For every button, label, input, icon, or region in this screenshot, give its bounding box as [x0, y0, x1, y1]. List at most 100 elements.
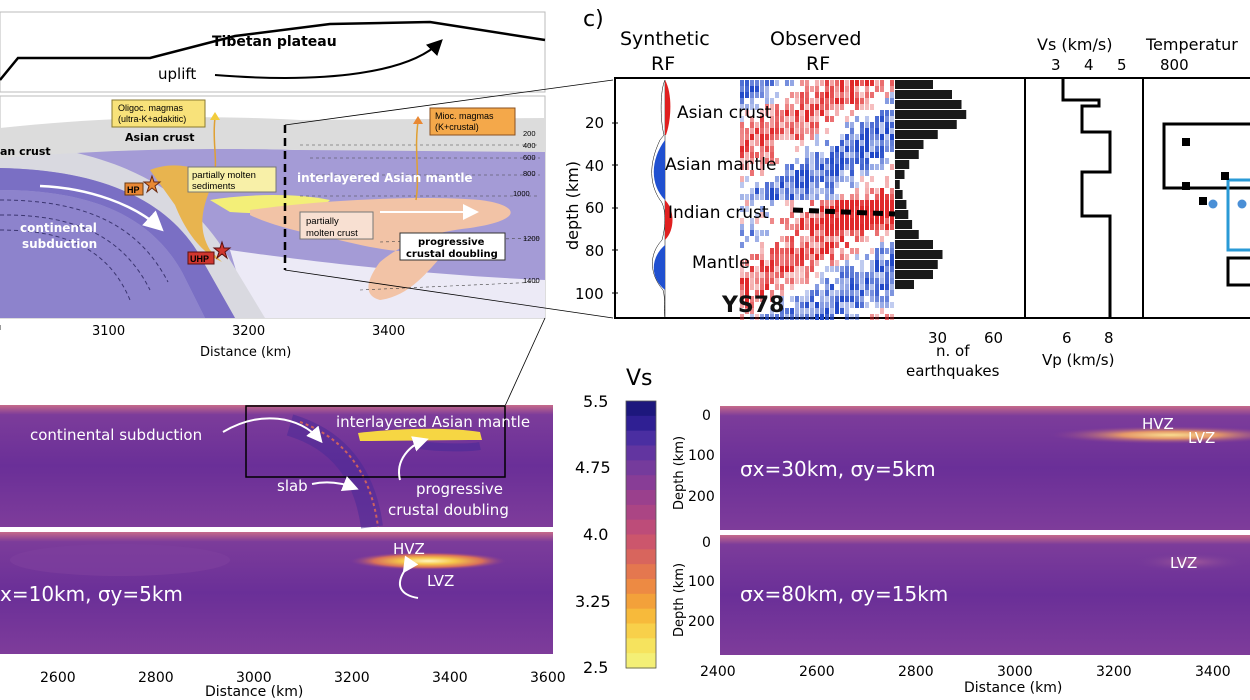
hvz-anomaly	[350, 552, 506, 570]
rf-cell	[830, 248, 834, 254]
rf-cell	[805, 116, 809, 122]
rf-cell	[850, 212, 854, 218]
rf-cell	[885, 224, 889, 230]
rf-cell	[865, 194, 869, 200]
rf-cell	[845, 98, 849, 104]
rf-cell	[840, 194, 844, 200]
rf-cell	[745, 290, 749, 296]
rf-cell	[750, 170, 754, 176]
rf-cell	[750, 80, 754, 86]
rf-cell	[890, 254, 894, 260]
rf-cell	[800, 266, 804, 272]
rf-cell	[740, 86, 744, 92]
rf-cell	[890, 242, 894, 248]
histogram-bar	[895, 130, 938, 139]
panel-letter: c)	[583, 7, 604, 32]
rf-cell	[845, 296, 849, 302]
rf-cell	[855, 272, 859, 278]
rf-cell	[815, 158, 819, 164]
annotation-lvz: LVZ	[1188, 429, 1215, 447]
rf-cell	[740, 134, 744, 140]
rf-cell	[770, 308, 774, 314]
rf-cell	[880, 266, 884, 272]
rf-cell	[865, 80, 869, 86]
rf-cell	[740, 92, 744, 98]
rf-cell	[830, 302, 834, 308]
rf-cell	[760, 206, 764, 212]
rf-cell	[820, 254, 824, 260]
rf-cell	[760, 242, 764, 248]
rf-cell	[740, 128, 744, 134]
rf-cell	[890, 206, 894, 212]
rf-cell	[865, 290, 869, 296]
rf-cell	[855, 314, 859, 320]
rf-cell	[740, 116, 744, 122]
rf-cell	[745, 236, 749, 242]
rf-cell	[840, 158, 844, 164]
rf-cell	[835, 146, 839, 152]
rf-cell	[850, 224, 854, 230]
colorbar-swatch	[626, 623, 656, 639]
rf-cell	[815, 248, 819, 254]
rf-cell	[850, 230, 854, 236]
rf-cell	[790, 272, 794, 278]
rf-cell	[795, 194, 799, 200]
rf-cell	[890, 98, 894, 104]
rf-cell	[800, 308, 804, 314]
rf-cell	[780, 290, 784, 296]
rf-cell	[765, 314, 769, 320]
rf-cell	[860, 152, 864, 158]
colorbar-swatch	[626, 519, 656, 536]
rf-cell	[765, 182, 769, 188]
colorbar-title: Vs	[626, 366, 653, 391]
indian-crust-label: an crust	[0, 145, 51, 158]
rf-cell	[870, 278, 874, 284]
rf-cell	[890, 164, 894, 170]
rf-cell	[885, 98, 889, 104]
rf-cell	[840, 230, 844, 236]
rf-cell	[845, 164, 849, 170]
rf-cell	[755, 152, 759, 158]
rf-cell	[785, 80, 789, 86]
rf-cell	[785, 122, 789, 128]
rf-cell	[855, 254, 859, 260]
rf-cell	[745, 296, 749, 302]
temperature-axis-label: Temperatur	[1145, 35, 1238, 54]
rf-cell	[875, 188, 879, 194]
histogram-bar	[895, 230, 919, 239]
oligocene-magma-box	[111, 99, 206, 128]
rf-cell	[750, 278, 754, 284]
rf-cell	[850, 92, 854, 98]
hp-star	[142, 174, 162, 194]
rf-cell	[850, 206, 854, 212]
rf-cell	[775, 272, 779, 278]
rf-cell	[880, 224, 884, 230]
rf-cell	[780, 128, 784, 134]
rf-cell	[840, 284, 844, 290]
hp-badge	[124, 182, 144, 196]
rf-cell	[840, 80, 844, 86]
rf-cell	[890, 194, 894, 200]
rf-cell	[865, 152, 869, 158]
rf-cell	[880, 296, 884, 302]
rf-cell	[760, 164, 764, 170]
rf-cell	[775, 80, 779, 86]
rf-cell	[760, 86, 764, 92]
rf-cell	[775, 284, 779, 290]
rf-cell	[775, 248, 779, 254]
rf-cell	[780, 236, 784, 242]
rf-cell	[885, 284, 889, 290]
rf-cell	[870, 140, 874, 146]
rf-cell	[870, 260, 874, 266]
rf-cell	[875, 128, 879, 134]
rf-cell	[820, 236, 824, 242]
rf-cell	[765, 134, 769, 140]
rf-cell	[845, 80, 849, 86]
rf-cell	[790, 92, 794, 98]
rf-cell	[845, 266, 849, 272]
rf-cell	[835, 242, 839, 248]
rf-cell	[810, 302, 814, 308]
rf-cell	[830, 308, 834, 314]
rf-cell	[850, 200, 854, 206]
rf-cell	[770, 194, 774, 200]
